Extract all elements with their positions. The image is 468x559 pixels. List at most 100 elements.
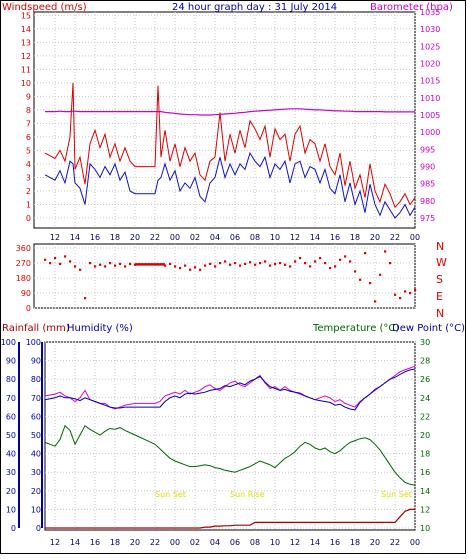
- gust-line: [44, 82, 416, 209]
- barometer-tick-label: 1010: [420, 94, 440, 103]
- windspeed-tick-label: 3: [26, 173, 31, 182]
- direction-point: [239, 264, 242, 267]
- compass-label: W: [436, 256, 447, 269]
- direction-tick-label: 270: [16, 259, 31, 268]
- windspeed-tick-label: 6: [26, 133, 31, 142]
- x-tick-label-bottom: 16: [90, 538, 100, 547]
- humidity-tick-label: 80: [31, 375, 41, 384]
- temperature-tick-label: 26: [420, 375, 430, 384]
- temperature-tick-label: 20: [420, 431, 430, 440]
- direction-point: [379, 273, 382, 276]
- windspeed-tick-label: 7: [26, 119, 31, 128]
- humidity-tick-label: 50: [31, 431, 41, 440]
- direction-point: [124, 265, 127, 268]
- x-tick-label-bottom: 08: [250, 538, 260, 547]
- direction-point: [49, 262, 52, 265]
- x-tick-label-bottom: 10: [270, 538, 280, 547]
- x-tick-label-top: 18: [350, 233, 360, 242]
- rainfall-tick-label: 0: [11, 524, 16, 533]
- barometer-tick-label: 985: [420, 180, 435, 189]
- humidity-line: [44, 365, 416, 410]
- x-tick-label-bottom: 16: [330, 538, 340, 547]
- barometer-tick-label: 1015: [420, 77, 440, 86]
- compass-label: N: [436, 307, 444, 320]
- x-tick-label-top: 20: [130, 233, 140, 242]
- direction-point: [289, 265, 292, 268]
- direction-point: [354, 270, 357, 273]
- direction-point: [169, 262, 172, 266]
- x-tick-label-top: 18: [110, 233, 120, 242]
- barometer-tick-label: 1020: [420, 60, 440, 69]
- direction-point: [204, 264, 207, 267]
- x-tick-label-top: 20: [370, 233, 380, 242]
- direction-point: [299, 257, 302, 260]
- direction-point: [69, 260, 72, 263]
- x-tick-label-top: 06: [230, 233, 240, 242]
- direction-point: [284, 263, 287, 266]
- temperature-tick-label: 18: [420, 450, 430, 459]
- grid-lines: [34, 12, 416, 530]
- direction-point: [249, 261, 252, 264]
- direction-point: [414, 288, 417, 291]
- windspeed-tick-label: 11: [21, 65, 31, 74]
- windspeed-tick-label: 10: [21, 79, 31, 88]
- x-tick-label-bottom: 00: [170, 538, 180, 547]
- direction-point: [174, 265, 177, 268]
- direction-point: [279, 262, 282, 265]
- barometer-axis-label: Barometer (hpa): [370, 2, 453, 13]
- compass-label: N: [436, 240, 444, 253]
- windspeed-tick-label: 14: [21, 25, 31, 34]
- rainfall-axis-label: Rainfall (mm): [2, 323, 70, 334]
- direction-point: [294, 260, 297, 263]
- x-tick-label-top: 00: [170, 233, 180, 242]
- windspeed-tick-label: 8: [26, 106, 31, 115]
- x-tick-label-bottom: 14: [310, 538, 320, 547]
- direction-point: [409, 292, 412, 295]
- humidity-tick-label: 10: [31, 505, 41, 514]
- direction-tick-label: 180: [16, 274, 31, 283]
- temperature-tick-label: 16: [420, 468, 430, 477]
- temperature-axis-label: Temperature (°C): [312, 323, 399, 334]
- temperature-tick-label: 12: [420, 505, 430, 514]
- x-tick-label-bottom: 12: [50, 538, 60, 547]
- barometer-tick-label: 1000: [420, 128, 440, 137]
- x-tick-label-bottom: 18: [110, 538, 120, 547]
- x-tick-label-bottom: 04: [210, 538, 220, 547]
- sun-rise-label: Sun Rise: [230, 490, 265, 499]
- direction-point: [309, 265, 312, 268]
- direction-tick-label: 360: [16, 244, 31, 253]
- direction-point: [84, 297, 87, 300]
- x-tick-label-bottom: 14: [70, 538, 80, 547]
- direction-point: [104, 265, 107, 268]
- direction-point: [94, 265, 97, 268]
- direction-point: [369, 282, 372, 285]
- direction-point: [344, 255, 347, 258]
- direction-point: [229, 263, 232, 266]
- x-tick-label-top: 16: [90, 233, 100, 242]
- direction-point: [199, 268, 202, 271]
- direction-point: [89, 262, 92, 265]
- x-tick-label-top: 10: [270, 233, 280, 242]
- x-tick-label-bottom: 02: [190, 538, 200, 547]
- direction-point: [129, 262, 132, 266]
- direction-point: [219, 262, 222, 265]
- direction-point: [79, 268, 82, 271]
- direction-point: [109, 262, 112, 265]
- rainfall-tick-label: 30: [6, 468, 16, 477]
- rainfall-tick-label: 90: [6, 357, 16, 366]
- direction-point: [164, 264, 167, 267]
- direction-point: [364, 252, 367, 255]
- windspeed-tick-label: 5: [26, 146, 31, 155]
- barometer-tick-label: 1030: [420, 25, 440, 34]
- rainfall-tick-label: 80: [6, 375, 16, 384]
- direction-point: [114, 264, 117, 267]
- barometer-line: [45, 108, 415, 116]
- direction-point: [209, 262, 212, 266]
- direction-point: [339, 258, 342, 261]
- direction-point: [44, 258, 47, 261]
- direction-point: [394, 293, 397, 296]
- axis-ticks: 1212141416161818202022220000020204040606…: [1, 8, 447, 547]
- barometer-tick-label: 1035: [420, 8, 440, 17]
